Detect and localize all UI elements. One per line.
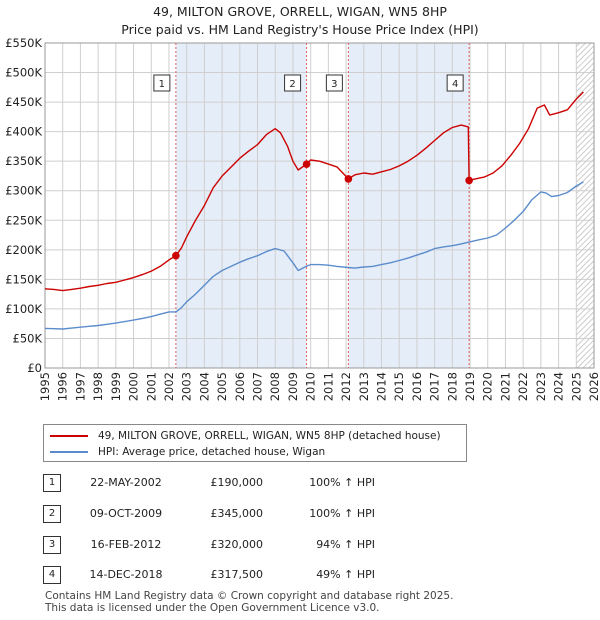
y-tick-label: £200K xyxy=(5,243,42,257)
x-tick-label: 1996 xyxy=(56,372,70,401)
hpi-series-line xyxy=(44,181,584,330)
x-tick-label: 2013 xyxy=(357,372,371,401)
x-tick-label: 2005 xyxy=(215,372,229,401)
legend-item-hpi: HPI: Average price, detached house, Wiga… xyxy=(50,446,325,458)
plot-frame xyxy=(44,42,595,369)
sale-date: 22-MAY-2002 xyxy=(90,476,162,489)
y-tick-label: £300K xyxy=(5,184,42,198)
sale-number: 2 xyxy=(43,505,61,523)
x-tick-label: 1998 xyxy=(91,372,105,401)
chart-title: 49, MILTON GROVE, ORRELL, WIGAN, WN5 8HP xyxy=(153,4,447,19)
x-tick-label: 2007 xyxy=(251,372,265,401)
x-tick-label: 2023 xyxy=(534,372,548,401)
ownership-shade xyxy=(348,43,470,368)
y-tick-label: £250K xyxy=(5,213,42,227)
y-tick-label: £100K xyxy=(5,302,42,316)
sale-row-3: 3 16-FEB-2012 £320,000 94% ↑ HPI xyxy=(43,536,463,556)
sale-label-box xyxy=(284,74,302,92)
sale-row-2: 2 09-OCT-2009 £345,000 100% ↑ HPI xyxy=(43,505,463,525)
sale-point xyxy=(344,175,353,183)
x-tick-label: 1997 xyxy=(73,372,87,401)
property-series-line xyxy=(44,91,584,292)
x-tick-label: 1995 xyxy=(38,372,52,401)
x-tick-label: 2004 xyxy=(197,372,211,401)
x-tick-label: 2015 xyxy=(392,372,406,401)
sale-number: 1 xyxy=(43,474,61,492)
y-tick-label: £50K xyxy=(13,331,43,345)
x-tick-label: 2026 xyxy=(587,372,600,401)
sale-hpi-change: 94% ↑ HPI xyxy=(316,538,375,551)
x-tick-label: 2016 xyxy=(410,372,424,401)
x-tick-label: 2010 xyxy=(304,372,318,401)
y-tick-label: £0 xyxy=(27,361,42,375)
y-tick-label: £400K xyxy=(5,125,42,139)
x-tick-label: 2011 xyxy=(321,372,335,401)
x-tick-label: 2009 xyxy=(286,372,300,401)
y-tick-label: £150K xyxy=(5,272,42,286)
x-tick-label: 2019 xyxy=(463,372,477,401)
ownership-shade xyxy=(175,43,307,368)
x-tick-label: 2024 xyxy=(552,372,566,401)
sale-number: 4 xyxy=(43,566,61,584)
legend-swatch-property xyxy=(50,435,88,437)
chart-subtitle: Price paid vs. HM Land Registry's House … xyxy=(121,22,479,37)
sale-price: £190,000 xyxy=(210,476,264,489)
sale-point xyxy=(172,251,180,260)
x-tick-label: 2025 xyxy=(569,372,583,401)
x-tick-label: 2008 xyxy=(268,372,282,401)
x-tick-label: 2002 xyxy=(162,372,176,401)
sale-label-number: 4 xyxy=(452,79,458,90)
x-tick-label: 1999 xyxy=(109,372,123,401)
sale-price: £317,500 xyxy=(210,568,264,581)
x-tick-label: 2012 xyxy=(339,372,353,401)
sale-hpi-change: 100% ↑ HPI xyxy=(309,476,375,489)
x-tick-label: 2001 xyxy=(144,372,158,401)
sale-point xyxy=(302,160,311,168)
sale-hpi-change: 49% ↑ HPI xyxy=(316,568,375,581)
x-tick-label: 2006 xyxy=(233,372,247,401)
x-tick-label: 2020 xyxy=(481,372,495,401)
x-tick-label: 2018 xyxy=(445,372,459,401)
sale-hpi-change: 100% ↑ HPI xyxy=(309,507,375,520)
sale-date: 16-FEB-2012 xyxy=(90,538,162,551)
sale-label-number: 1 xyxy=(159,79,165,90)
sale-price: £345,000 xyxy=(210,507,264,520)
sale-label-number: 2 xyxy=(289,79,295,90)
forecast-hatch xyxy=(576,43,594,368)
footer-licence: This data is licensed under the Open Gov… xyxy=(45,602,380,614)
y-tick-label: £450K xyxy=(5,95,42,109)
x-tick-label: 2021 xyxy=(498,372,512,401)
sale-label-box xyxy=(325,74,343,92)
legend-item-property: 49, MILTON GROVE, ORRELL, WIGAN, WN5 8HP… xyxy=(50,430,441,442)
sale-price: £320,000 xyxy=(210,538,264,551)
y-tick-label: £500K xyxy=(5,66,42,80)
sale-row-1: 1 22-MAY-2002 £190,000 100% ↑ HPI xyxy=(43,474,463,494)
footer-copyright: Contains HM Land Registry data © Crown c… xyxy=(45,590,454,602)
sale-point xyxy=(465,176,473,185)
y-tick-label: £550K xyxy=(5,36,42,50)
sale-label-number: 3 xyxy=(331,79,337,90)
sale-row-4: 4 14-DEC-2018 £317,500 49% ↑ HPI xyxy=(43,566,463,586)
y-tick-label: £350K xyxy=(5,154,42,168)
x-tick-label: 2017 xyxy=(428,372,442,401)
x-tick-label: 2003 xyxy=(180,372,194,401)
sale-date: 14-DEC-2018 xyxy=(89,568,163,581)
legend-swatch-hpi xyxy=(50,451,88,453)
legend-label-hpi: HPI: Average price, detached house, Wiga… xyxy=(98,446,326,458)
sale-date: 09-OCT-2009 xyxy=(89,507,163,520)
legend-label-property: 49, MILTON GROVE, ORRELL, WIGAN, WN5 8HP… xyxy=(98,430,441,442)
x-tick-label: 2022 xyxy=(516,372,530,401)
x-tick-label: 2000 xyxy=(127,372,141,401)
sale-label-box xyxy=(446,74,464,92)
x-tick-label: 2014 xyxy=(374,372,388,401)
sale-label-box xyxy=(153,74,171,92)
price-chart: £0 £50K £100K £150K £200K £250K £300K £350K £400… xyxy=(5,36,600,401)
chart-legend: 49, MILTON GROVE, ORRELL, WIGAN, WN5 8HP… xyxy=(43,424,467,462)
sale-number: 3 xyxy=(43,536,61,554)
